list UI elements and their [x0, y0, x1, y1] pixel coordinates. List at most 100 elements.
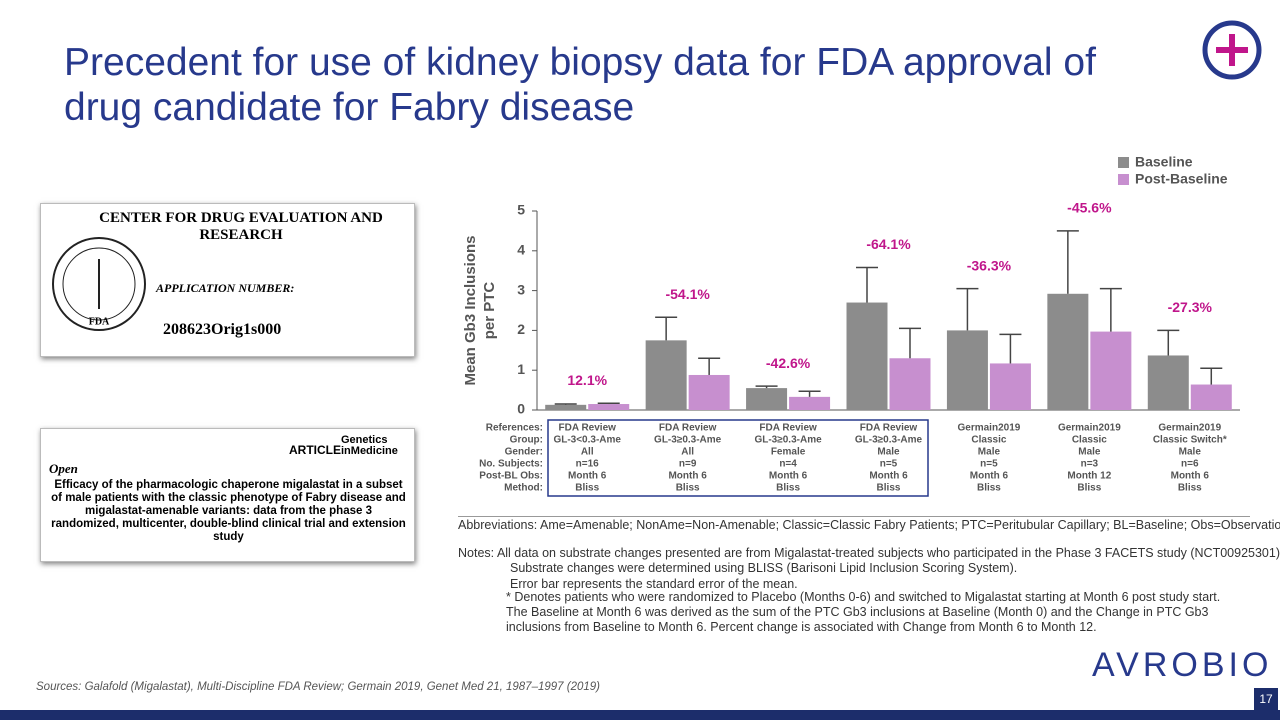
table-row-label: References: — [486, 423, 543, 434]
table-cell: Bliss — [1178, 483, 1202, 494]
doc-field: APPLICATION NUMBER: — [156, 281, 295, 295]
doc-heading: Efficacy of the pharmacologic chaperone … — [51, 479, 406, 543]
y-axis-label-line: Mean Gb3 Inclusions — [462, 235, 479, 385]
bar — [588, 404, 630, 410]
doc-heading: CENTER FOR DRUG EVALUATION AND RESEARCH — [99, 210, 383, 243]
table-cell: Bliss — [575, 483, 599, 494]
table-cell: FDA Review — [659, 423, 717, 434]
doc-number: 208623Orig1s000 — [163, 321, 282, 338]
note-text: All data on substrate changes presented … — [496, 546, 1280, 575]
table-cell: Classic — [1072, 435, 1107, 446]
chart: 0 1 2 3 4 5 Mean Gb3 Inclusions per PTC Baseline… — [462, 154, 1240, 497]
doc-journal: Genetics inMedicine — [341, 434, 398, 457]
change-label: -45.6% — [1067, 200, 1112, 216]
change-label: -42.6% — [766, 355, 811, 371]
note: Notes: All data on substrate changes pre… — [458, 546, 1280, 576]
table-cell: Germain2019 — [1158, 423, 1221, 434]
note: Error bar represents the standard error … — [458, 577, 1258, 592]
table-cell: Classic — [971, 435, 1006, 446]
table-cell: All — [681, 447, 694, 458]
y-tick-label: 3 — [517, 281, 525, 297]
table-cell: Month 12 — [1067, 471, 1111, 482]
table-cell: n=5 — [880, 459, 898, 470]
bar — [789, 396, 831, 410]
page-number: 17 — [1254, 688, 1278, 710]
table-cell: Bliss — [977, 483, 1001, 494]
y-axis-label: Mean Gb3 Inclusions per PTC — [462, 235, 498, 385]
bar — [846, 302, 888, 410]
table-cell: Male — [978, 447, 1001, 458]
table-cell: Male — [1078, 447, 1101, 458]
bar — [645, 340, 687, 410]
change-label: -36.3% — [967, 257, 1012, 273]
bar — [989, 363, 1031, 410]
table-cell: Month 6 — [970, 471, 1009, 482]
bar — [545, 404, 587, 410]
table-cell: GL-3<0.3-Ame — [553, 435, 621, 446]
bar — [1047, 293, 1089, 410]
table-row-label: Gender: — [505, 447, 543, 458]
table-cell: Bliss — [676, 483, 700, 494]
table-cell: n=3 — [1081, 459, 1099, 470]
table-row-label: Group: — [510, 435, 543, 446]
change-label: -64.1% — [866, 236, 911, 252]
y-tick-label: 1 — [517, 361, 525, 377]
table-cell: FDA Review — [860, 423, 918, 434]
doc-access: Open — [49, 461, 78, 476]
table-cell: Bliss — [877, 483, 901, 494]
table-cell: Bliss — [776, 483, 800, 494]
y-tick-label: 5 — [517, 202, 525, 218]
bar — [946, 330, 988, 410]
table-cell: n=4 — [779, 459, 797, 470]
bar — [1147, 355, 1189, 410]
legend-label: Baseline — [1135, 154, 1193, 170]
note-lead: Notes: — [458, 546, 495, 560]
table-row-label: No. Subjects: — [479, 459, 543, 470]
document-image: ARTICLE Genetics inMedicine Open Efficac… — [40, 428, 415, 562]
doc-type: ARTICLE — [289, 443, 341, 457]
change-label: -27.3% — [1168, 299, 1213, 315]
note: Abbreviations: Ame=Amenable; NonAme=Non-… — [458, 518, 1280, 533]
bar — [688, 374, 730, 410]
sources: Sources: Galafold (Migalastat), Multi-Di… — [36, 681, 600, 693]
change-label: -54.1% — [665, 286, 710, 302]
table-cell: All — [581, 447, 594, 458]
change-label: 12.1% — [567, 372, 607, 388]
table-cell: Month 6 — [1171, 471, 1210, 482]
table-cell: Classic Switch* — [1153, 435, 1227, 446]
table-row-label: Method: — [504, 483, 543, 494]
table-cell: Month 6 — [568, 471, 607, 482]
legend-swatch — [1118, 157, 1129, 168]
highlight-box — [547, 419, 929, 497]
footer-bar — [0, 710, 1280, 720]
seal: FDA — [52, 237, 146, 331]
table-cell: n=9 — [679, 459, 697, 470]
bar — [746, 388, 788, 410]
table-cell: Germain2019 — [1058, 423, 1121, 434]
table-cell: GL-3≥0.3-Ame — [654, 435, 722, 446]
slide-title: Precedent for use of kidney biopsy data … — [64, 41, 1096, 129]
seal-text: FDA — [89, 316, 110, 327]
y-tick-label: 2 — [517, 321, 525, 337]
table-cell: FDA Review — [759, 423, 817, 434]
table-cell: Bliss — [1077, 483, 1101, 494]
table-cell: Month 6 — [869, 471, 908, 482]
bar — [889, 358, 931, 410]
document-image: CENTER FOR DRUG EVALUATION AND RESEARCH … — [40, 203, 415, 357]
note-text: * Denotes patients who were randomized t… — [506, 590, 1221, 634]
divider — [458, 516, 1250, 517]
table-row-label: Post-BL Obs: — [479, 471, 543, 482]
note-lead: Abbreviations: — [458, 518, 538, 532]
table-cell: FDA Review — [559, 423, 617, 434]
y-axis-label-line: per PTC — [481, 282, 498, 340]
brand-icon — [1202, 20, 1262, 80]
table-cell: GL-3≥0.3-Ame — [855, 435, 923, 446]
table-cell: Month 6 — [668, 471, 707, 482]
note: * Denotes patients who were randomized t… — [458, 590, 1236, 635]
legend-label: Post-Baseline — [1135, 171, 1228, 187]
table-cell: Female — [771, 447, 806, 458]
table-cell: Male — [877, 447, 900, 458]
logo: AVROBIO — [1092, 646, 1273, 684]
table-cell: Month 6 — [769, 471, 808, 482]
